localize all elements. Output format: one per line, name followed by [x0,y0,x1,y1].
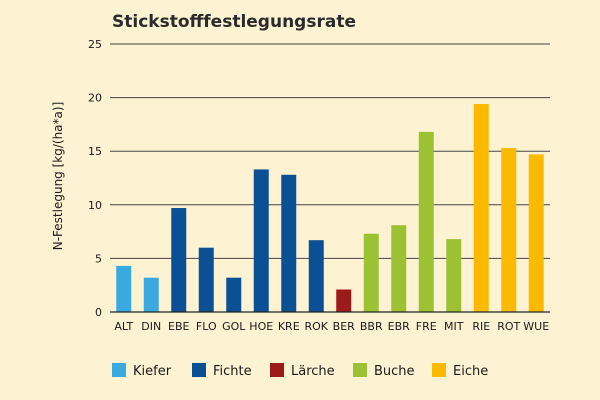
y-tick-label-10: 10 [88,199,102,212]
bar-kre [281,174,297,312]
y-tick-labels: 0 5 10 15 20 25 [88,38,102,319]
legend-label-2: Lärche [291,364,335,379]
x-tick-label-rok: ROK [304,320,328,333]
x-tick-label-kre: KRE [278,320,300,333]
legend-label-3: Buche [374,364,415,379]
category-labels: ALT DIN EBE FLO GOL HOE KRE ROK BER BBR EBR FRE MIT R… [114,320,549,333]
legend-swatch-4 [432,363,446,377]
bar-ebr [391,225,407,312]
y-tick-label-0: 0 [95,306,102,319]
bar-gol [226,277,242,312]
legend-swatch-1 [192,363,206,377]
bar-ber [336,289,352,312]
x-tick-label-ebe: EBE [168,320,189,333]
x-tick-label-hoe: HOE [249,320,273,333]
x-tick-label-wue: WUE [523,320,549,333]
x-tick-label-ber: BER [333,320,355,333]
bar-ebe [171,208,187,312]
y-tick-label-20: 20 [88,92,102,105]
x-tick-label-alt: ALT [114,320,133,333]
bar-hoe [253,169,269,312]
x-tick-label-flo: FLO [196,320,217,333]
legend: Kiefer Fichte Lärche Buche Eiche [112,363,488,379]
legend-label-4: Eiche [453,364,488,379]
y-tick-label-25: 25 [88,38,102,51]
y-tick-label-5: 5 [95,252,102,265]
bar-rot [501,147,517,312]
bar-din [143,277,159,312]
y-axis-label: N-Festlegung [kg/(ha*a)] [51,102,65,251]
legend-swatch-2 [270,363,284,377]
legend-label-1: Fichte [213,364,252,379]
x-tick-label-rie: RIE [472,320,490,333]
x-tick-label-gol: GOL [222,320,246,333]
bar-rie [473,104,489,312]
bar-rok [308,240,324,312]
x-tick-label-rot: ROT [497,320,520,333]
bar-alt [116,265,132,312]
legend-swatch-0 [112,363,126,377]
bars [116,104,544,312]
x-tick-label-bbr: BBR [360,320,383,333]
bar-wue [528,154,544,312]
x-tick-label-mit: MIT [444,320,464,333]
bar-bbr [363,233,379,312]
y-tick-label-15: 15 [88,145,102,158]
bar-flo [198,247,214,312]
x-tick-label-ebr: EBR [388,320,410,333]
chart-title: Stickstofffestlegungsrate [112,12,356,32]
x-tick-label-fre: FRE [416,320,437,333]
bar-fre [418,131,434,312]
legend-swatch-3 [353,363,367,377]
bar-mit [446,239,462,312]
x-tick-label-din: DIN [141,320,161,333]
legend-label-0: Kiefer [133,364,172,379]
